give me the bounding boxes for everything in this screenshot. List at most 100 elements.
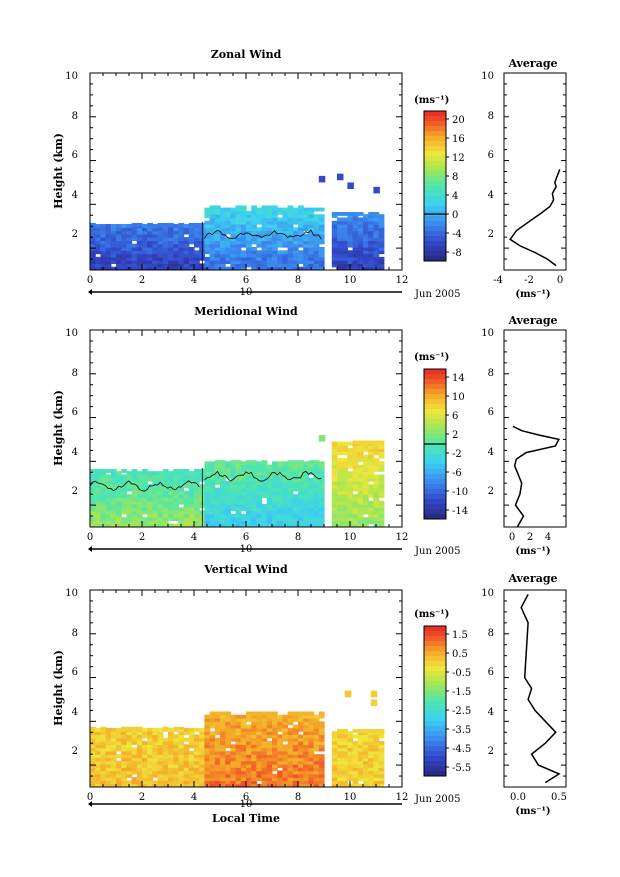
heatmap-cell [152,520,159,525]
heatmap-cell [368,474,374,479]
heatmap-cell [368,741,374,745]
heatmap-cell [347,767,354,772]
heatmap-cell [204,714,211,719]
heatmap-cell [282,474,289,479]
colorbar-segment [424,494,446,500]
heatmap-cell [173,760,179,765]
heatmap-cell [331,464,338,469]
heatmap-cell [308,207,315,212]
heatmap-cell [342,484,348,489]
heatmap-cell [287,721,294,726]
heatmap-cell [282,731,289,736]
colorbar-segment [424,131,446,137]
heatmap-cell [209,744,216,749]
heatmap-cell [100,256,107,261]
colorbar-tick-label: -14 [452,506,468,517]
heatmap-cell [363,510,369,515]
heatmap-cell [282,260,289,265]
heatmap-cell [183,230,190,235]
heatmap-cell [256,263,263,268]
heatmap-cell [90,494,96,499]
heatmap-cell [136,747,143,752]
heatmap-cell [110,510,117,515]
heatmap-cell [266,754,273,759]
heatmap-cell [121,741,127,745]
heatmap-cell [318,754,325,759]
heatmap-cell [303,240,309,245]
heatmap-cell [298,500,304,505]
heatmap-cell [342,217,348,222]
colorbar-ticks: 14 10 6 2 -2 -6 -10 -14 [452,373,468,517]
heatmap-cell [256,240,263,245]
heatmap-cell [357,233,364,238]
heatmap-cell [251,718,257,722]
heatmap-cell [246,727,252,732]
heatmap-cell [90,504,96,508]
heatmap-cell [147,474,153,479]
heatmap-cell [147,741,153,745]
heatmap-cell [277,734,283,739]
heatmap-cell [209,461,216,466]
heatmap-cell [318,724,325,729]
heatmap-cell [318,734,325,739]
colorbar-segment [424,161,446,167]
heatmap-cell [303,214,309,219]
heatmap-cell [256,230,263,235]
heatmap-cell [342,760,348,765]
heatmap-cell [272,777,278,782]
heatmap-cell [90,767,96,772]
heatmap-cell [363,464,369,469]
heatmap-cell [266,507,273,512]
heatmap-cell [352,260,359,265]
heatmap-cell [116,497,122,502]
heatmap-cell [235,741,242,745]
heatmap-cell [136,253,143,258]
heatmap-cell [287,711,294,716]
heatmap-cell [277,510,283,515]
heatmap-cell [277,497,283,502]
heatmap-cell [240,481,247,485]
heatmap-cell [225,266,231,270]
heatmap-cell [142,233,148,238]
heatmap-cell [240,714,247,719]
heatmap-cell [373,247,380,251]
heatmap-cell [318,721,325,726]
heatmap-cell [168,250,174,255]
heatmap-cell [194,468,200,473]
heatmap-cell [246,711,252,716]
colorbar-segment [424,201,446,207]
heatmap-cell [178,764,185,768]
heatmap-cell [90,250,96,255]
heatmap-cell [342,500,348,505]
heatmap-cell [240,737,247,742]
heatmap-cell [266,227,273,232]
heatmap-cell [357,728,364,733]
heatmap-cell [251,266,257,270]
heatmap-cell [256,477,263,482]
heatmap-cell [272,477,278,482]
colorbar [423,368,449,520]
heatmap-cell [204,757,211,762]
heatmap-cell [188,517,195,522]
heatmap-cell [363,737,369,742]
heatmap-cell [352,777,359,782]
heatmap-cell [204,467,211,472]
heatmap-cell [209,711,216,716]
heatmap-cell [168,222,174,227]
heatmap-cell [308,237,315,242]
heatmap-cell [308,464,315,469]
heatmap-cell [272,747,278,752]
heatmap-cell [337,777,343,782]
heatmap-cell [204,750,211,755]
heatmap-cell [209,760,216,765]
heatmap-cell [220,471,226,476]
heatmap-cell [298,240,304,245]
average-y-tick: 8 [488,628,494,639]
heatmap-cell [157,764,164,768]
heatmap-cell [357,240,364,245]
heatmap-cell [162,243,169,248]
heatmap-cell [214,460,221,465]
heatmap-cell [168,744,174,749]
heatmap-cell [183,767,190,772]
colorbar-segment [424,166,446,172]
